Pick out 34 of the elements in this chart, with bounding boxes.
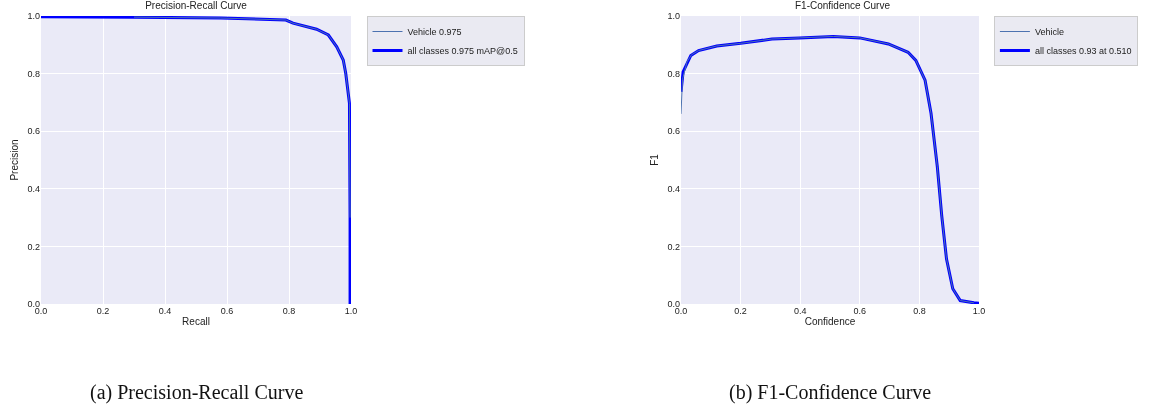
x-tick-label: 0.2: [96, 306, 110, 316]
x-tick-label: 0.8: [913, 306, 926, 316]
y-tick-label: 1.0: [27, 11, 40, 22]
y-tick-label: 0.6: [667, 126, 680, 137]
x-tick-label: 0.4: [793, 306, 807, 316]
y-axis-title: F1: [649, 153, 661, 166]
chart-title: F1-Confidence Curve: [794, 0, 891, 12]
legend-label: all classes 0.93 at 0.510: [1034, 46, 1132, 57]
y-tick-label: 0.2: [27, 241, 40, 252]
chart-title: Precision-Recall Curve: [145, 0, 248, 12]
x-tick-label: 0.4: [158, 306, 172, 316]
legend-label: Vehicle: [1034, 27, 1064, 38]
text: (a) Precision-Recall Curve: [90, 381, 304, 404]
legend-label: Vehicle 0.975: [407, 27, 462, 38]
x-tick-label: 1.0: [344, 306, 358, 316]
y-tick-label: 0.6: [27, 126, 40, 137]
y-tick-label: 0.8: [667, 68, 680, 79]
x-tick-label: 0.8: [282, 306, 296, 316]
y-tick-label: 0.4: [667, 183, 680, 194]
y-tick-label: 0.2: [667, 241, 680, 252]
x-tick-label: 0.0: [674, 306, 688, 316]
y-tick-label: 0.8: [27, 68, 40, 79]
x-tick-label: 0.6: [853, 306, 867, 316]
y-tick-label: 0.4: [27, 183, 40, 194]
x-tick-label: 0.0: [34, 306, 48, 316]
y-tick-label: 1.0: [667, 11, 680, 22]
x-tick-label: 1.0: [972, 306, 986, 316]
y-axis-title: Precision: [9, 139, 21, 181]
legend-label: all classes 0.975 mAP@0.5: [407, 46, 518, 57]
text: (b) F1-Confidence Curve: [729, 381, 932, 404]
x-axis-title: Recall: [182, 315, 210, 327]
x-axis-title: Confidence: [804, 316, 856, 327]
x-tick-label: 0.2: [734, 306, 747, 316]
x-tick-label: 0.6: [220, 306, 234, 316]
